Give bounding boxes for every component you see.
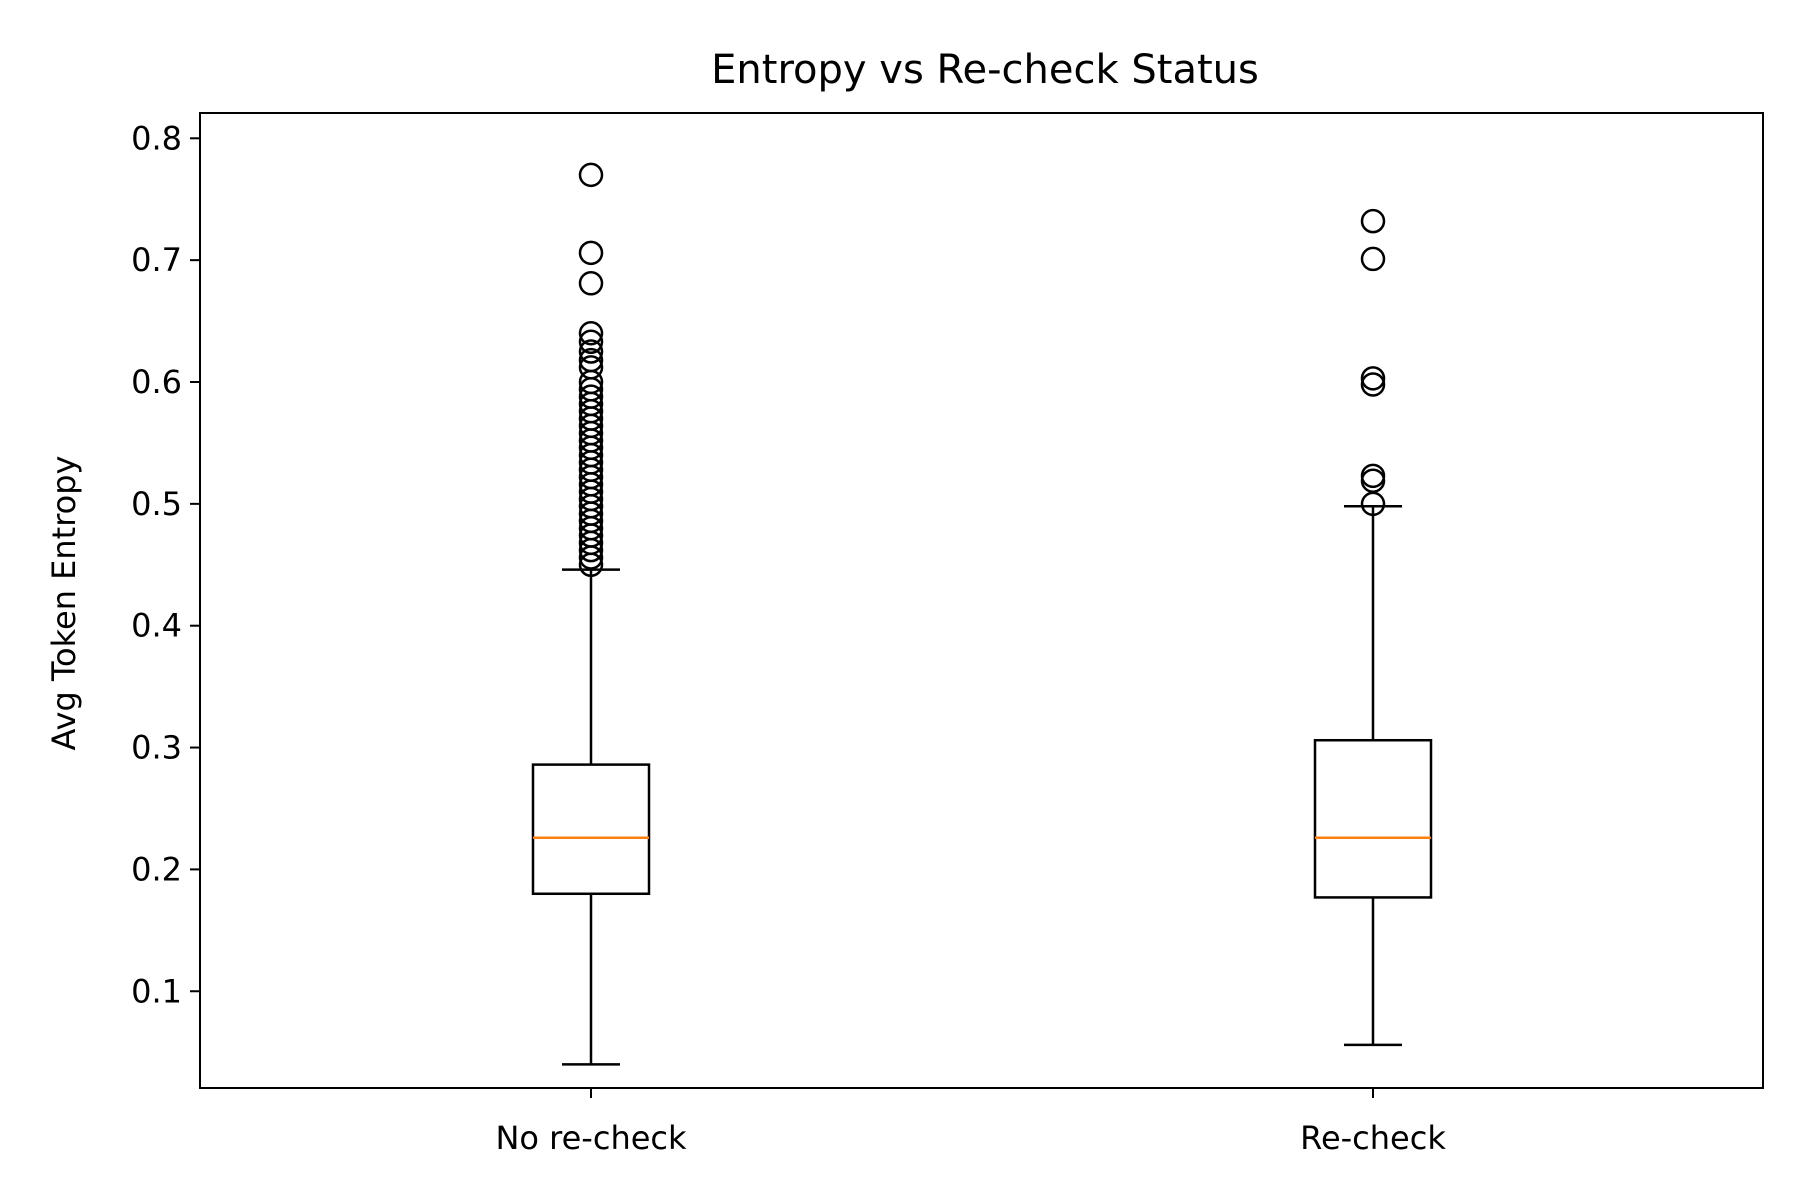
outlier-point	[578, 162, 604, 188]
x-tick-label: No re-check	[495, 1119, 687, 1157]
outlier-point	[578, 545, 604, 570]
outlier-point	[1360, 463, 1386, 489]
outlier-point	[578, 271, 604, 296]
y-tick-label: 0.6	[131, 363, 182, 401]
y-tick-label: 0.4	[131, 607, 182, 645]
y-tick-label: 0.8	[131, 119, 182, 157]
outlier-point	[1360, 372, 1386, 397]
outlier-point	[1360, 491, 1386, 517]
chart-title: Entropy vs Re-check Status	[711, 47, 1259, 93]
x-tick-label: Re-check	[1300, 1119, 1446, 1157]
outlier-point	[1360, 468, 1386, 493]
y-tick-label: 0.7	[131, 241, 182, 279]
y-tick-label: 0.1	[131, 972, 182, 1010]
outlier-point	[578, 552, 604, 578]
y-tick-label: 0.2	[131, 850, 182, 888]
outlier-point	[1360, 208, 1386, 234]
y-tick-label: 0.3	[131, 729, 182, 767]
box-iqr	[1313, 738, 1433, 899]
plot-frame	[199, 112, 1764, 1089]
box-iqr	[531, 763, 651, 896]
y-axis-label: Avg Token Entropy	[45, 456, 83, 751]
outlier-point	[578, 321, 604, 346]
outlier-point	[578, 537, 604, 563]
outlier-point	[1360, 366, 1386, 391]
plot-area: 0.1 0.2 0.3 0.4 0.5 0.6 0.7 0.8 No re-check Re-ch…	[131, 112, 1764, 1157]
outlier-point	[578, 240, 604, 266]
y-tick-label: 0.5	[131, 485, 182, 523]
outlier-point	[578, 329, 604, 355]
outlier-point	[578, 339, 604, 364]
outlier-point	[1360, 246, 1386, 272]
